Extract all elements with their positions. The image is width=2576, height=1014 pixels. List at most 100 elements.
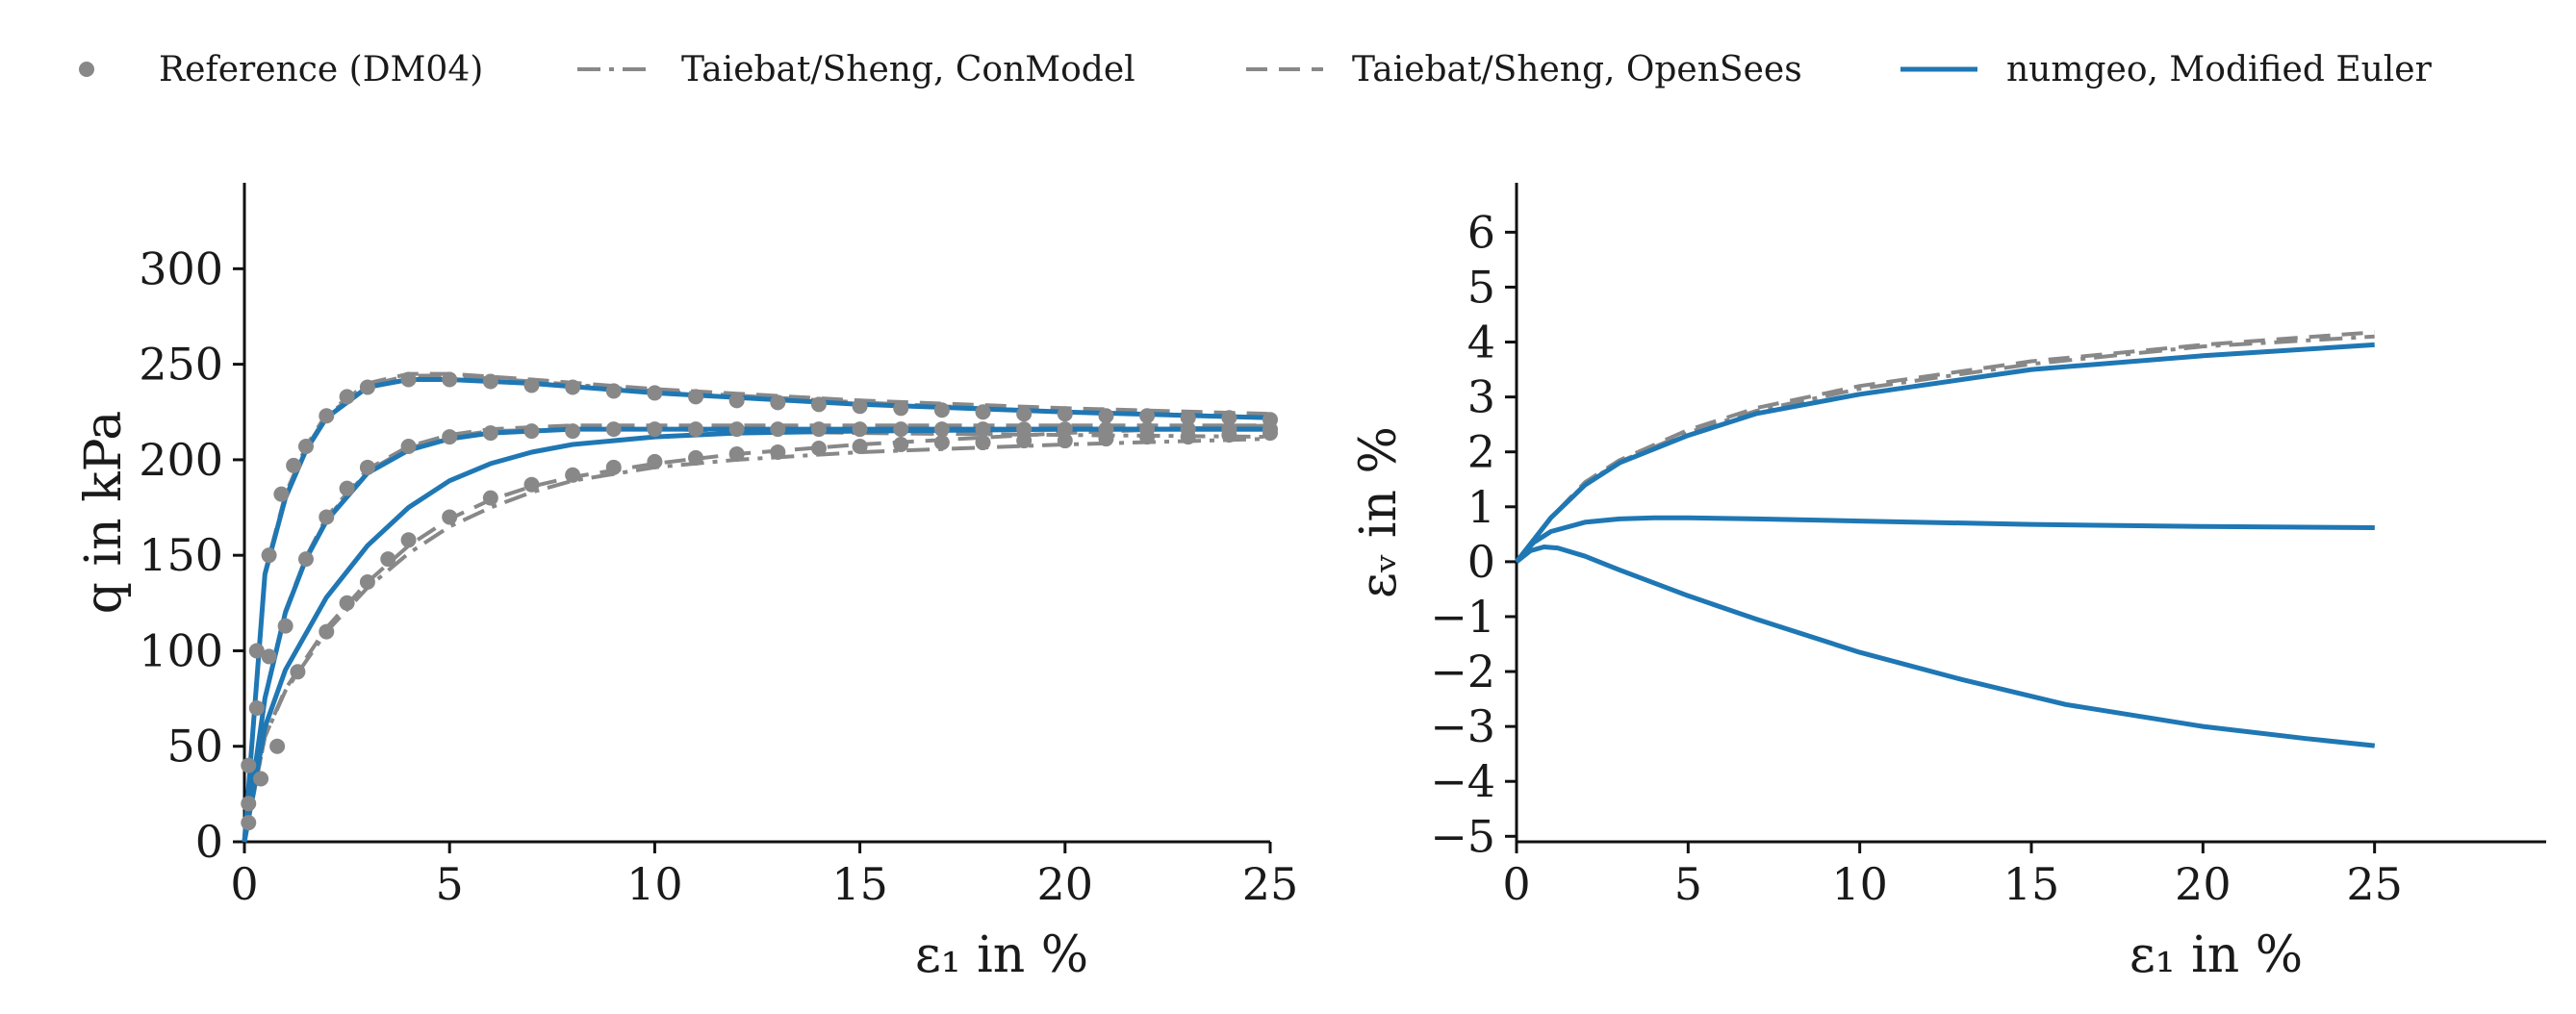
- data-point: [1221, 427, 1237, 444]
- data-point: [442, 371, 458, 388]
- data-point: [1139, 408, 1156, 424]
- data-point: [1016, 421, 1033, 438]
- data-point: [1057, 406, 1073, 422]
- legend-item-3: numgeo, Modified Euler: [1900, 50, 2433, 89]
- y-tick-label: 250: [139, 339, 223, 391]
- data-point: [319, 509, 335, 525]
- data-point: [359, 459, 375, 475]
- data-point: [339, 389, 355, 405]
- series-medium-dashdot: [242, 427, 1271, 843]
- data-point: [241, 815, 257, 831]
- data-point: [810, 421, 827, 438]
- data-point: [975, 421, 991, 438]
- data-point: [975, 404, 991, 420]
- data-point: [482, 490, 498, 506]
- series-dense-dashdot: [1515, 545, 2375, 748]
- x-tick-label: 15: [831, 858, 888, 910]
- data-point: [442, 429, 458, 445]
- data-point: [565, 467, 581, 483]
- data-point: [286, 457, 302, 473]
- data-point: [688, 449, 704, 466]
- data-point: [810, 440, 827, 456]
- data-point: [261, 547, 277, 564]
- y-axis-title: εᵥ in %: [1350, 426, 1408, 598]
- x-tick-label: 10: [626, 858, 683, 910]
- y-tick-label: 3: [1467, 371, 1495, 423]
- x-tick-label: 5: [436, 858, 464, 910]
- data-point: [565, 423, 581, 440]
- series-loose-solid: [242, 426, 1270, 843]
- series-medium-dashed: [242, 423, 1270, 843]
- y-tick-label: 2: [1467, 426, 1495, 478]
- data-point: [359, 573, 375, 590]
- data-point: [253, 771, 269, 787]
- data-point: [728, 445, 745, 462]
- data-point: [852, 421, 868, 438]
- data-point: [893, 421, 909, 438]
- y-tick-label: 100: [139, 624, 223, 676]
- series-dense-dots: [241, 371, 1278, 773]
- data-point: [605, 459, 622, 475]
- data-point: [248, 643, 265, 659]
- legend-label: numgeo, Modified Euler: [2006, 50, 2433, 89]
- data-point: [933, 421, 950, 438]
- data-point: [359, 379, 375, 395]
- data-point: [261, 648, 277, 665]
- y-tick-label: 1: [1467, 481, 1495, 533]
- data-point: [380, 551, 396, 568]
- data-point: [248, 700, 265, 717]
- series-loose-dashdot: [242, 437, 1271, 843]
- data-point: [1180, 410, 1196, 426]
- legend-item-1: Taiebat/Sheng, ConModel: [577, 50, 1135, 89]
- legend-item-0: Reference (DM04): [79, 50, 483, 89]
- x-tick-label: 10: [1831, 858, 1888, 910]
- x-tick-label: 15: [2003, 858, 2060, 910]
- data-point: [482, 425, 498, 442]
- series-loose-dots: [241, 425, 1278, 831]
- data-point: [893, 400, 909, 417]
- x-tick-label: 20: [1037, 858, 1094, 910]
- data-point: [400, 532, 417, 548]
- data-point: [273, 486, 290, 502]
- data-point: [770, 421, 786, 438]
- data-point: [647, 453, 663, 469]
- data-point: [339, 480, 355, 496]
- data-point: [1098, 408, 1114, 424]
- data-point: [297, 551, 314, 568]
- y-tick-label: −4: [1430, 755, 1495, 807]
- y-tick-label: 300: [139, 242, 223, 294]
- y-tick-label: 200: [139, 434, 223, 486]
- data-point: [1180, 429, 1196, 445]
- legend-item-2: Taiebat/Sheng, OpenSees: [1246, 50, 1802, 89]
- x-axis-title: ε₁ in %: [2130, 926, 2303, 984]
- data-point: [1098, 431, 1114, 447]
- data-point: [523, 423, 540, 440]
- series-medium-dots: [241, 421, 1278, 812]
- data-point: [269, 738, 286, 754]
- data-point: [688, 389, 704, 405]
- series-dense-solid: [1515, 545, 2375, 748]
- data-point: [319, 623, 335, 640]
- legend-label: Taiebat/Sheng, OpenSees: [1352, 50, 1802, 89]
- series-dense-dashed: [1515, 545, 2375, 748]
- data-point: [810, 396, 827, 413]
- y-tick-label: 50: [166, 721, 223, 773]
- series-medium-solid: [242, 426, 1270, 843]
- data-point: [241, 757, 257, 773]
- data-point: [277, 618, 293, 634]
- data-point: [1139, 429, 1156, 445]
- legend-label: Reference (DM04): [159, 50, 483, 89]
- data-point: [523, 476, 540, 493]
- data-point: [852, 398, 868, 415]
- series-dense-dashed: [242, 371, 1271, 843]
- x-tick-label: 25: [1242, 858, 1299, 910]
- y-tick-label: −1: [1430, 591, 1495, 643]
- x-axis-title: ε₁ in %: [915, 926, 1088, 984]
- legend-label: Taiebat/Sheng, ConModel: [681, 50, 1135, 89]
- y-tick-label: −5: [1430, 810, 1495, 862]
- data-point: [339, 595, 355, 611]
- data-point: [728, 393, 745, 409]
- data-point: [241, 796, 257, 812]
- y-tick-label: 0: [195, 816, 223, 868]
